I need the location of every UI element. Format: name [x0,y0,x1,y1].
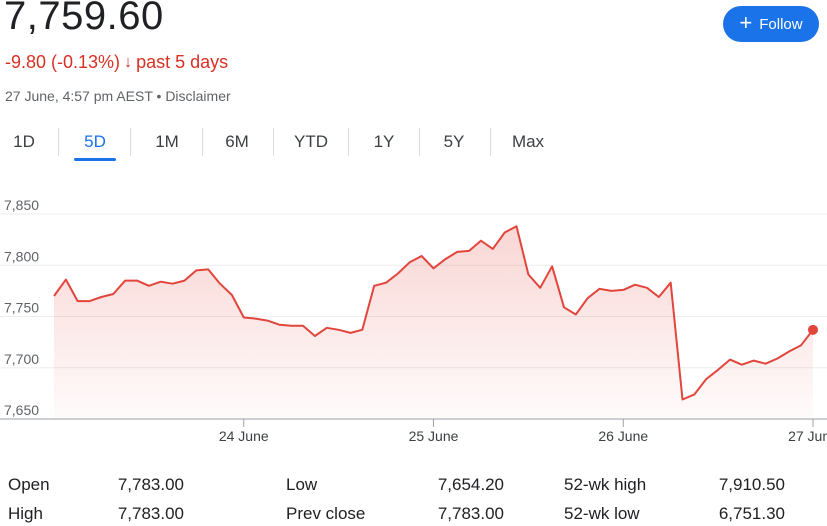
stat-value-52wk-high: 7,910.50 [718,475,785,494]
tab-max[interactable]: Max [506,124,550,160]
price-chart[interactable]: 7,850 7,800 7,750 7,700 7,650 24 June 25 June 2… [0,190,827,450]
timestamp-text: 27 June, 4:57 pm AEST [5,88,153,104]
tab-divider [130,128,131,156]
disclaimer-link[interactable]: Disclaimer [165,88,231,104]
quote-timestamp: 27 June, 4:57 pm AEST • Disclaimer [5,88,231,104]
tab-divider [419,128,420,156]
plus-icon: + [739,10,753,35]
tab-6m[interactable]: 6M [216,124,258,160]
stat-label-open: Open [8,475,50,494]
tab-divider [490,128,491,156]
price-area [54,226,813,419]
range-tabs: 1D 5D 1M 6M YTD 1Y 5Y Max [0,124,560,161]
y-tick-label: 7,650 [4,402,39,418]
tab-1m[interactable]: 1M [146,124,188,160]
change-value: -9.80 (-0.13%) [5,52,121,72]
x-tick-label: 26 June [598,428,648,444]
stat-value-open: 7,783.00 [117,475,184,494]
y-tick-label: 7,850 [4,197,39,213]
current-price: 7,759.60 [4,0,164,38]
tab-1d[interactable]: 1D [4,124,44,160]
tab-divider [273,128,274,156]
tab-divider [348,128,349,156]
tab-5y[interactable]: 5Y [434,124,474,160]
change-period: past 5 days [136,52,229,72]
tab-label: 1M [155,132,179,151]
stat-value-prev-close: 7,783.00 [437,504,504,523]
stat-label-52wk-high: 52-wk high [564,475,647,494]
tab-label: 1Y [373,132,395,151]
y-tick-label: 7,700 [4,351,39,367]
y-tick-label: 7,800 [4,248,39,264]
stat-label-high: High [8,504,43,523]
tab-divider [202,128,203,156]
price-line [53,225,814,401]
stat-label-52wk-low: 52-wk low [564,504,640,523]
stat-value-high: 7,783.00 [117,504,184,523]
stat-label-prev-close: Prev close [286,504,366,523]
x-tick-label: 27 June [788,428,827,444]
tab-label: 1D [13,132,35,151]
tab-label: Max [511,132,545,151]
x-tick-label: 25 June [409,428,459,444]
tab-label: YTD [294,132,328,151]
stat-value-low: 7,654.20 [437,475,504,494]
stat-value-52wk-low: 6,751.30 [718,504,785,523]
follow-button[interactable]: + Follow [723,6,819,42]
tab-ytd[interactable]: YTD [288,124,334,160]
last-price-dot [808,324,818,335]
tab-5d[interactable]: 5D [74,124,116,161]
follow-label: Follow [759,15,803,33]
tab-1y[interactable]: 1Y [364,124,404,160]
stat-label-low: Low [286,475,318,494]
tab-divider [58,128,59,156]
x-tick-label: 24 June [219,428,269,444]
y-tick-label: 7,750 [4,300,39,316]
tab-label: 6M [225,132,249,151]
tab-label: 5Y [443,132,465,151]
arrow-down-icon: ↓ [124,53,133,71]
separator-dot: • [156,88,162,104]
tab-label: 5D [84,132,106,151]
price-change: -9.80 (-0.13%) ↓ past 5 days [5,52,228,73]
